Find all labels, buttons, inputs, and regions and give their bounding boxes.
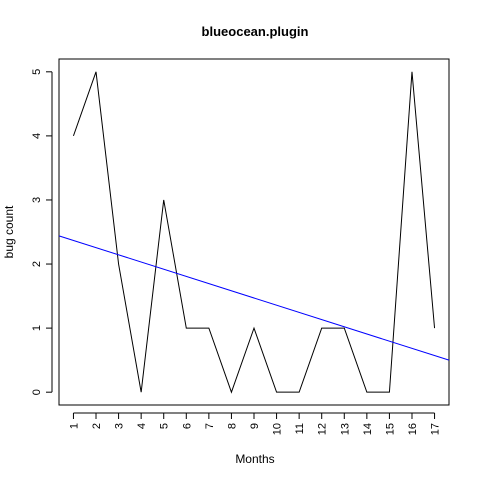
y-tick-label: 5 bbox=[31, 69, 43, 75]
x-axis-label: Months bbox=[235, 452, 274, 466]
x-tick-label: 2 bbox=[91, 423, 103, 429]
chart-title: blueocean.plugin bbox=[202, 24, 309, 39]
x-tick-label: 11 bbox=[294, 423, 306, 434]
x-tick-label: 4 bbox=[136, 423, 148, 429]
x-tick-label: 12 bbox=[317, 423, 329, 435]
y-tick-label: 4 bbox=[31, 133, 43, 139]
x-tick-label: 6 bbox=[181, 423, 193, 429]
x-tick-label: 5 bbox=[159, 423, 171, 429]
x-tick-label: 3 bbox=[114, 423, 126, 429]
x-tick-label: 10 bbox=[272, 423, 284, 435]
x-tick-label: 17 bbox=[430, 423, 442, 435]
x-tick-label: 8 bbox=[226, 423, 238, 429]
x-tick-label: 14 bbox=[362, 423, 374, 435]
y-tick-label: 0 bbox=[31, 389, 43, 395]
y-tick-label: 3 bbox=[31, 197, 43, 203]
series-line bbox=[72, 71, 436, 394]
x-tick-label: 15 bbox=[384, 423, 396, 435]
y-tick-label: 1 bbox=[31, 325, 43, 331]
x-tick-label: 13 bbox=[339, 423, 351, 435]
x-tick-label: 1 bbox=[68, 423, 80, 429]
y-tick-label: 2 bbox=[31, 261, 43, 267]
y-axis-label: bug count bbox=[2, 205, 16, 258]
x-tick-label: 7 bbox=[204, 423, 216, 429]
x-tick-label: 16 bbox=[407, 423, 419, 435]
x-tick-label: 9 bbox=[249, 423, 261, 429]
plot-frame bbox=[58, 58, 450, 406]
trend-line bbox=[58, 235, 450, 361]
